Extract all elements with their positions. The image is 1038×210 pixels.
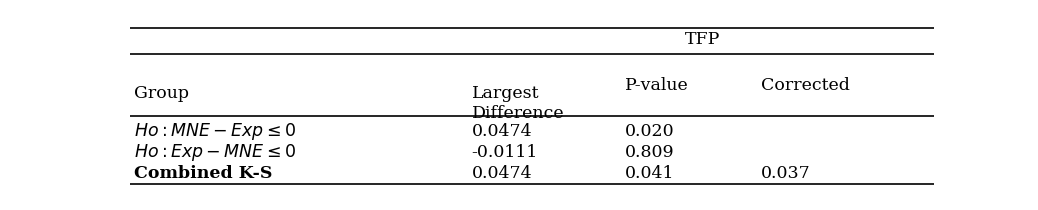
Text: 0.0474: 0.0474 xyxy=(471,123,532,140)
Text: 0.0474: 0.0474 xyxy=(471,165,532,182)
Text: TFP: TFP xyxy=(685,31,720,48)
Text: 0.809: 0.809 xyxy=(625,144,674,161)
Text: Largest
Difference: Largest Difference xyxy=(471,85,565,122)
Text: 0.041: 0.041 xyxy=(625,165,674,182)
Text: -0.0111: -0.0111 xyxy=(471,144,538,161)
Text: $\mathit{Ho}: \mathit{Exp} - \mathit{MNE} \leq 0$: $\mathit{Ho}: \mathit{Exp} - \mathit{MNE… xyxy=(134,142,296,163)
Text: 0.020: 0.020 xyxy=(625,123,674,140)
Text: $\mathit{Ho}: \mathit{MNE} - \mathit{Exp} \leq 0$: $\mathit{Ho}: \mathit{MNE} - \mathit{Exp… xyxy=(134,121,296,142)
Text: Corrected: Corrected xyxy=(761,76,850,93)
Text: Combined K-S: Combined K-S xyxy=(134,165,272,182)
Text: P-value: P-value xyxy=(625,76,688,93)
Text: 0.037: 0.037 xyxy=(761,165,811,182)
Text: Group: Group xyxy=(134,85,189,102)
